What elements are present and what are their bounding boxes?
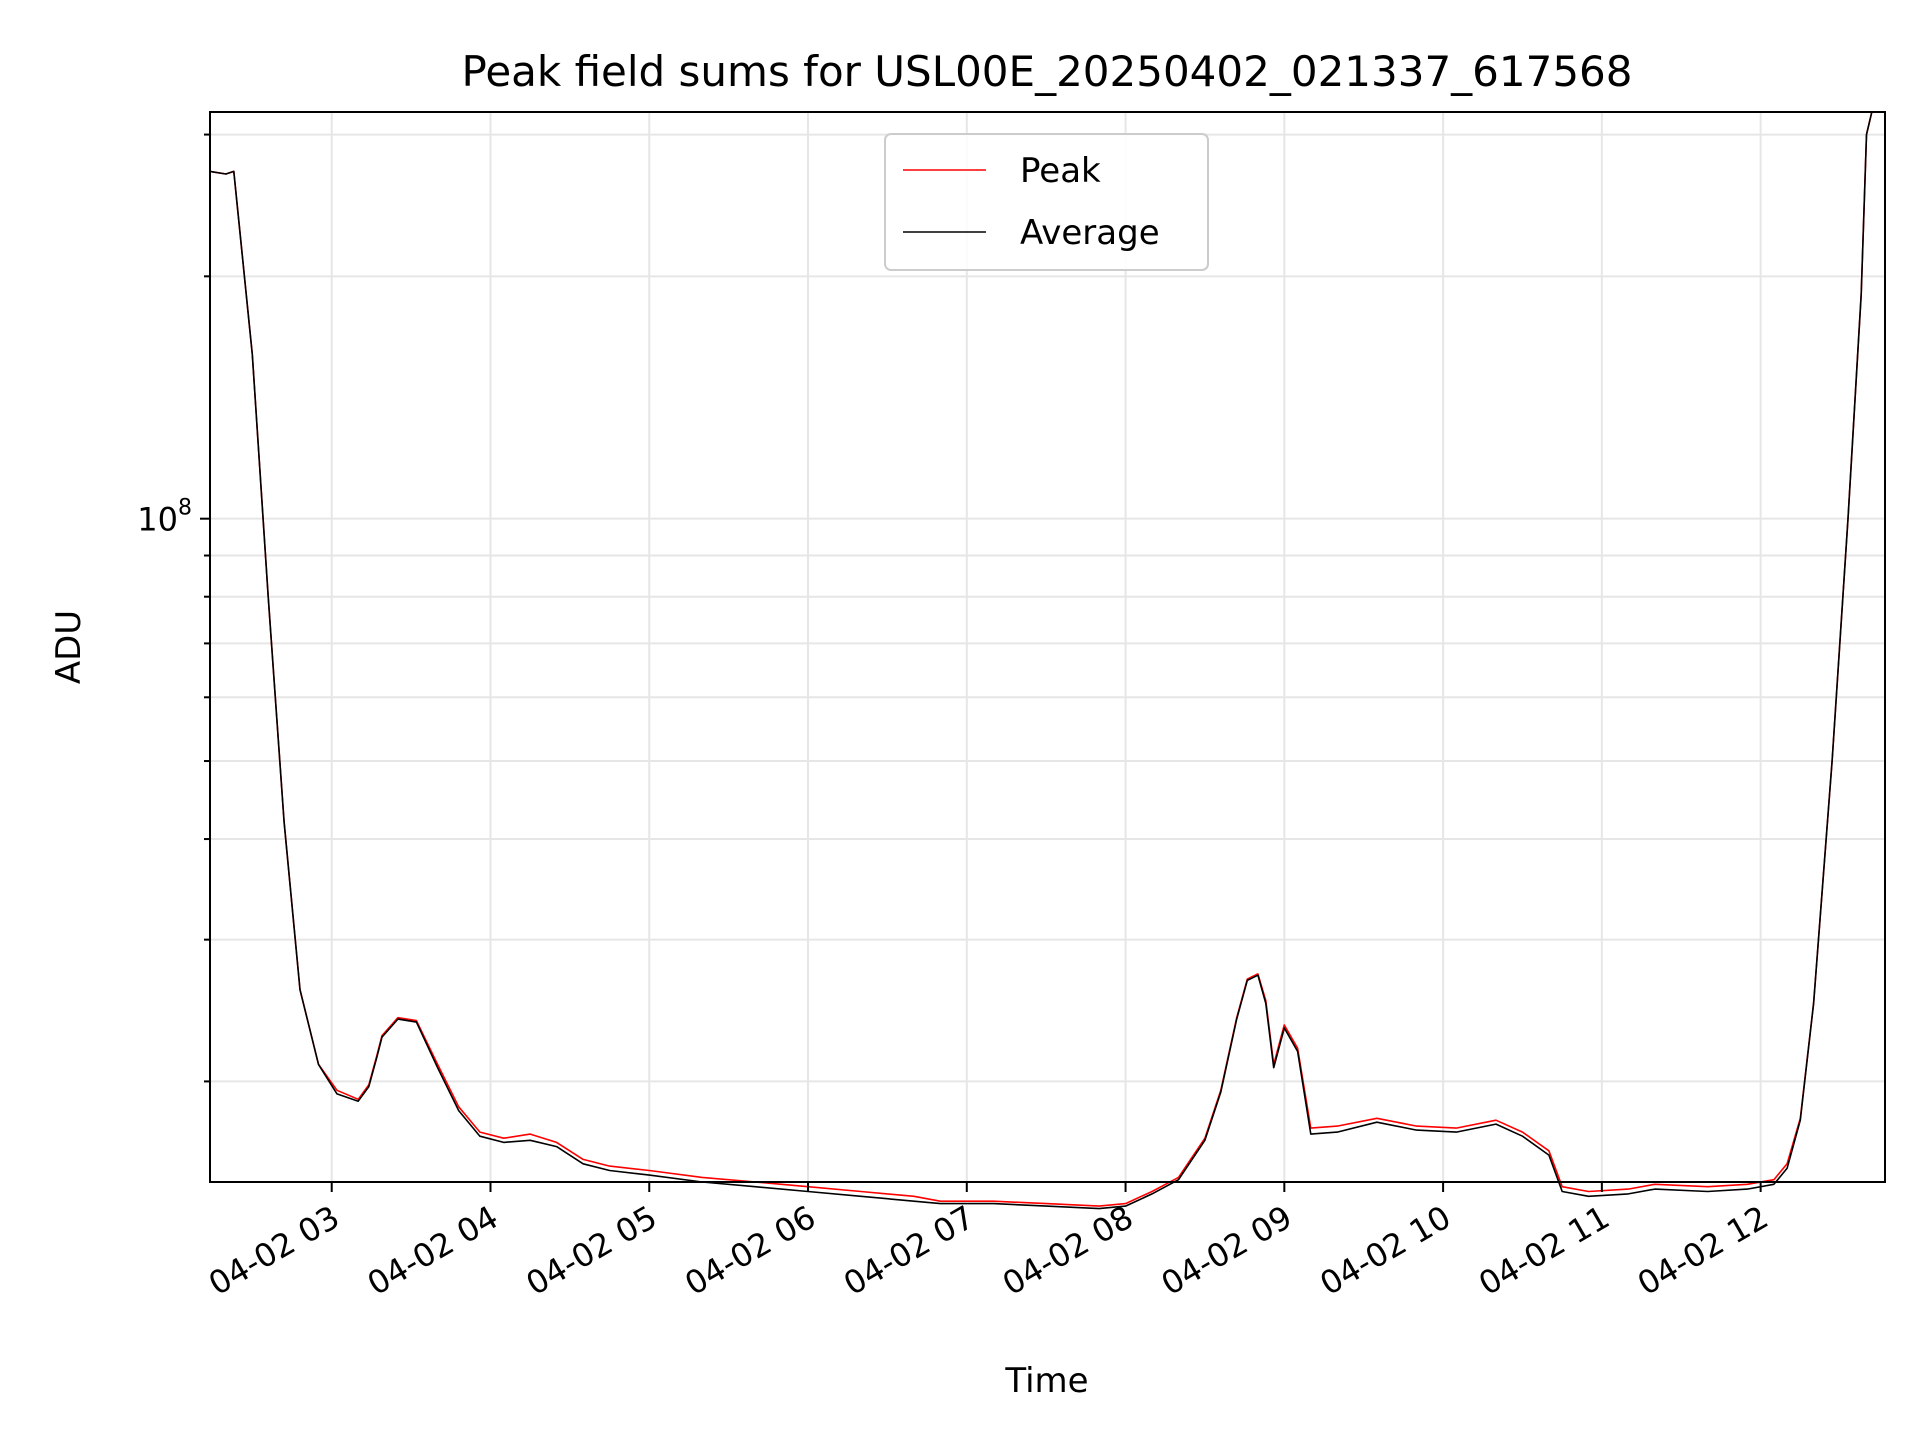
y-axis-label: ADU: [49, 610, 89, 684]
x-axis-label: Time: [1004, 1361, 1088, 1401]
y-axis-ticks: 108: [137, 133, 210, 1083]
axes-frame: [209, 111, 1886, 1183]
legend-label-average: Average: [1020, 213, 1160, 253]
series-line-average: [209, 111, 1873, 1210]
y-tick-label: 108: [137, 496, 192, 539]
plot-series: [209, 111, 1873, 1210]
legend-box: [884, 133, 1209, 271]
legend-label-peak: Peak: [1020, 151, 1101, 191]
legend: Peak Average: [884, 133, 1209, 271]
chart-title: Peak field sums for USL00E_20250402_0213…: [461, 47, 1632, 96]
